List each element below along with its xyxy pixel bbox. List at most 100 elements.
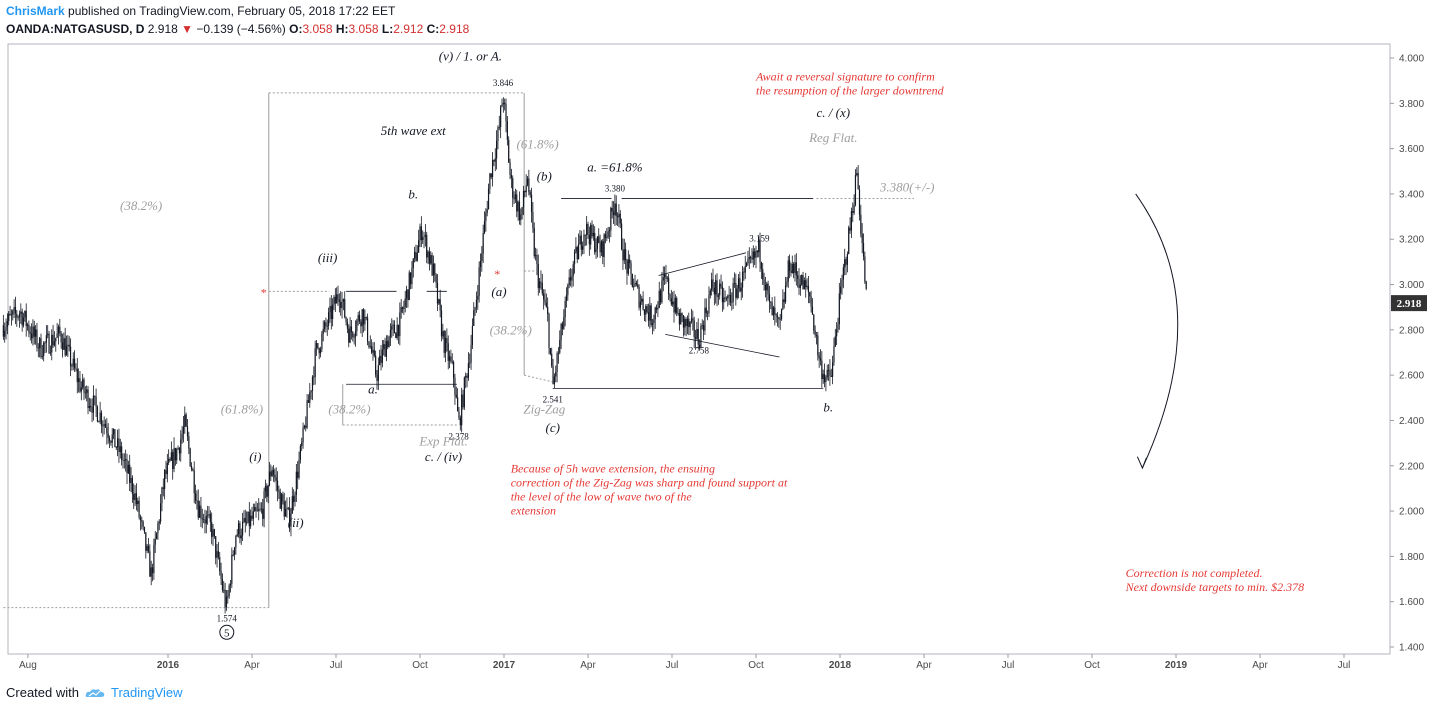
candle-body: [705, 307, 707, 314]
candle-body: [506, 121, 508, 140]
candle-body: [240, 535, 242, 539]
wave-label: (61.8%): [516, 137, 558, 152]
candle-body: [789, 260, 791, 271]
candle-body: [313, 376, 315, 378]
candle-body: [496, 140, 498, 159]
candle-body: [830, 375, 832, 377]
candle-body: [352, 332, 354, 337]
candle-body: [36, 329, 38, 348]
candle-body: [21, 311, 23, 326]
candle-body: [344, 299, 346, 318]
candle-body: [189, 448, 191, 467]
candle-body: [61, 342, 64, 350]
candle-body: [193, 470, 195, 494]
wave-label: a.: [368, 381, 378, 396]
candle-body: [629, 259, 631, 264]
candle-body: [711, 279, 713, 291]
candle-body: [763, 279, 765, 285]
x-tick-label: 2017: [493, 660, 516, 671]
candle-body: [731, 301, 733, 303]
y-tick-label: 2.000: [1399, 507, 1424, 518]
brand-name[interactable]: TradingView: [110, 685, 183, 700]
candle-body: [68, 344, 70, 347]
candle-body: [451, 361, 453, 363]
candle-body: [846, 253, 848, 265]
candle-body: [701, 325, 703, 327]
candle-body: [185, 414, 187, 427]
candle-body: [748, 257, 750, 259]
candle-body: [856, 173, 858, 175]
candle-body: [275, 477, 277, 481]
chart-area[interactable]: 4.000 3.800 3.600 3.400 3.200 3.000 2.800 2.600…: [0, 40, 1438, 672]
candle-body: [486, 209, 488, 213]
candle-body: [461, 394, 463, 426]
candle-body: [381, 349, 383, 363]
candle-body: [745, 263, 748, 267]
candle-body: [59, 326, 61, 334]
candle-body: [315, 343, 318, 349]
candle-body: [219, 557, 221, 572]
candle-body: [654, 307, 656, 320]
candle-body: [426, 234, 428, 258]
symbol-label[interactable]: OANDA:NATGASUSD, D: [6, 22, 145, 36]
x-tick-label: Jul: [330, 660, 343, 671]
price-change: −0.139 (−4.56%): [196, 22, 286, 36]
candle-body: [520, 214, 522, 221]
candle-body: [799, 284, 801, 288]
candle-body: [643, 309, 646, 315]
candle-body: [435, 274, 437, 283]
x-axis[interactable]: Aug 2016 Apr Jul Oct 2017 Apr Jul Oct 2018 Apr Jul O…: [19, 654, 1350, 671]
candle-body: [72, 358, 74, 367]
candle-body: [263, 491, 265, 519]
candle-body: [243, 518, 245, 522]
candle-body: [65, 345, 68, 356]
candle-body: [779, 319, 781, 320]
candle-body: [551, 353, 553, 367]
candle-body: [612, 211, 615, 216]
candle-body: [67, 344, 69, 346]
candle-body: [528, 178, 530, 193]
candle-body: [610, 207, 612, 231]
y-tick-label: 3.200: [1399, 235, 1424, 246]
candle-body: [408, 272, 410, 301]
candle-body: [790, 270, 792, 273]
x-tick-label: Jul: [1338, 660, 1351, 671]
candle-body: [774, 307, 776, 315]
candle-body: [122, 459, 124, 461]
candle-body: [684, 318, 686, 328]
candle-body: [20, 311, 22, 314]
author-link[interactable]: ChrisMark: [6, 4, 65, 18]
publish-header: ChrisMark published on TradingView.com, …: [6, 4, 395, 18]
candle-body: [756, 250, 758, 253]
candle-body: [244, 518, 246, 523]
candle-body: [416, 252, 418, 261]
candle-body: [638, 287, 640, 308]
candle-body: [44, 342, 46, 344]
candle-body: [717, 295, 719, 297]
price-chart[interactable]: 4.000 3.800 3.600 3.400 3.200 3.000 2.800 2.600…: [0, 40, 1438, 672]
candle-body: [614, 203, 616, 216]
candle-body: [674, 297, 676, 313]
candle-body: [110, 441, 112, 443]
candle-body: [864, 256, 866, 282]
candle-body: [415, 251, 417, 261]
candle-body: [319, 349, 322, 354]
candle-body: [819, 358, 822, 361]
candle-body: [28, 324, 30, 333]
candle-body: [758, 239, 760, 253]
candle-body: [423, 236, 425, 238]
candle-body: [241, 521, 244, 536]
candle-body: [733, 282, 736, 284]
candle-body: [143, 526, 146, 533]
tradingview-brand[interactable]: TradingView: [85, 685, 183, 700]
candle-body: [724, 297, 726, 299]
candle-body: [236, 534, 238, 536]
candle-body: [686, 318, 689, 326]
candle-body: [274, 474, 276, 478]
candle-body: [119, 446, 121, 453]
candle-body: [471, 325, 474, 346]
candle-body: [795, 262, 797, 276]
candle-body: [276, 480, 279, 491]
candle-body: [775, 314, 777, 316]
y-axis[interactable]: 4.000 3.800 3.600 3.400 3.200 3.000 2.800 2.600…: [1390, 54, 1424, 654]
